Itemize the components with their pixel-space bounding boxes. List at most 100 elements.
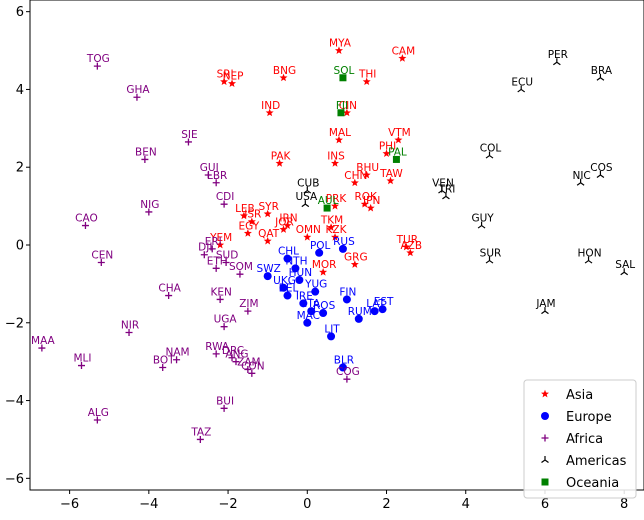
point-label: ALG xyxy=(88,407,109,419)
data-point xyxy=(77,362,85,370)
data-point xyxy=(165,292,173,300)
point-label: SUD xyxy=(216,250,238,262)
data-point xyxy=(196,435,204,443)
legend-label: Europe xyxy=(566,410,612,425)
legend-label: Africa xyxy=(566,432,603,447)
data-point xyxy=(283,221,292,229)
point-label: CHA xyxy=(158,283,181,295)
point-label: CUB xyxy=(297,178,319,190)
data-point xyxy=(370,307,379,316)
data-point xyxy=(596,73,605,81)
data-point xyxy=(382,149,391,158)
data-point xyxy=(342,108,351,117)
data-point xyxy=(220,200,228,208)
point-label: OMN xyxy=(296,224,321,236)
data-point xyxy=(212,179,220,187)
data-point xyxy=(173,356,181,364)
legend-label: Americas xyxy=(566,454,627,469)
data-point xyxy=(279,225,288,233)
data-point xyxy=(334,46,343,54)
data-point xyxy=(125,329,133,336)
data-point xyxy=(584,256,593,264)
point-label: LBR xyxy=(207,170,227,182)
point-label: SAL xyxy=(615,259,635,271)
point-label: ANG xyxy=(225,349,248,361)
point-label: LIT xyxy=(324,323,340,335)
point-label: IRN xyxy=(279,213,297,225)
point-label: KZK xyxy=(326,224,348,236)
point-label: NAM xyxy=(166,347,190,359)
legend-box xyxy=(523,379,637,499)
data-point xyxy=(350,178,359,187)
data-point xyxy=(299,299,308,308)
data-point xyxy=(362,170,371,179)
legend-marker xyxy=(541,456,549,463)
point-label: NTH xyxy=(285,255,307,267)
data-point xyxy=(366,203,375,212)
x-tick-label: 4 xyxy=(462,497,470,512)
point-label: CHN xyxy=(344,170,367,182)
data-point xyxy=(311,287,320,296)
data-point xyxy=(402,242,411,251)
legend-marker xyxy=(541,478,549,486)
data-point xyxy=(220,77,229,86)
point-label: THI xyxy=(358,69,376,81)
point-label: CON xyxy=(241,360,264,372)
data-point xyxy=(331,159,340,167)
data-point xyxy=(291,264,300,273)
point-label: BUI xyxy=(216,395,234,407)
y-tick-label: 2 xyxy=(16,161,24,176)
data-point xyxy=(216,240,225,249)
data-point xyxy=(81,222,89,230)
data-point xyxy=(216,295,224,303)
point-label: HUN xyxy=(289,267,312,279)
point-label: ROS xyxy=(313,300,336,312)
data-point xyxy=(279,283,288,292)
point-label: NIG xyxy=(140,199,159,211)
data-point xyxy=(220,323,228,331)
point-label: SIE xyxy=(181,129,197,141)
data-point xyxy=(394,135,403,144)
legend-marker xyxy=(541,412,549,420)
data-point xyxy=(303,186,312,194)
point-label: USA xyxy=(295,191,318,203)
data-point xyxy=(232,358,240,366)
y-tick-label: 4 xyxy=(16,83,24,98)
data-point xyxy=(438,186,446,194)
data-point xyxy=(517,85,526,93)
point-label: MAC xyxy=(297,310,320,322)
point-label: SWZ xyxy=(257,263,281,275)
y-tick-label: −4 xyxy=(5,394,24,409)
point-label: SUR xyxy=(480,248,502,260)
y-tick-label: 0 xyxy=(16,239,24,254)
point-label: MOR xyxy=(312,259,337,271)
data-point xyxy=(204,171,212,179)
data-point xyxy=(141,155,149,163)
point-label: PHI xyxy=(379,141,396,153)
point-label: DJI xyxy=(198,242,212,254)
point-label: MYA xyxy=(329,38,352,50)
point-label: AUL xyxy=(318,195,339,207)
point-label: EST xyxy=(374,296,394,308)
point-label: GHA xyxy=(126,84,150,96)
data-point xyxy=(38,344,46,352)
y-tick-label: 6 xyxy=(16,5,24,20)
data-point xyxy=(265,108,274,117)
point-label: UGA xyxy=(214,314,238,326)
data-point xyxy=(222,259,230,266)
data-point xyxy=(295,276,304,284)
point-label: BLR xyxy=(334,355,354,367)
point-label: COG xyxy=(336,366,360,378)
legend-label: Asia xyxy=(566,388,593,403)
point-label: DRC xyxy=(222,345,244,357)
data-point xyxy=(338,244,347,253)
data-point xyxy=(541,307,549,315)
data-point xyxy=(342,295,351,304)
point-label: BNG xyxy=(273,65,296,77)
legend-marker xyxy=(541,434,549,442)
point-label: CEN xyxy=(91,250,113,262)
data-point xyxy=(248,369,256,377)
legend-marker xyxy=(541,389,549,398)
x-tick-label: −6 xyxy=(60,497,79,512)
